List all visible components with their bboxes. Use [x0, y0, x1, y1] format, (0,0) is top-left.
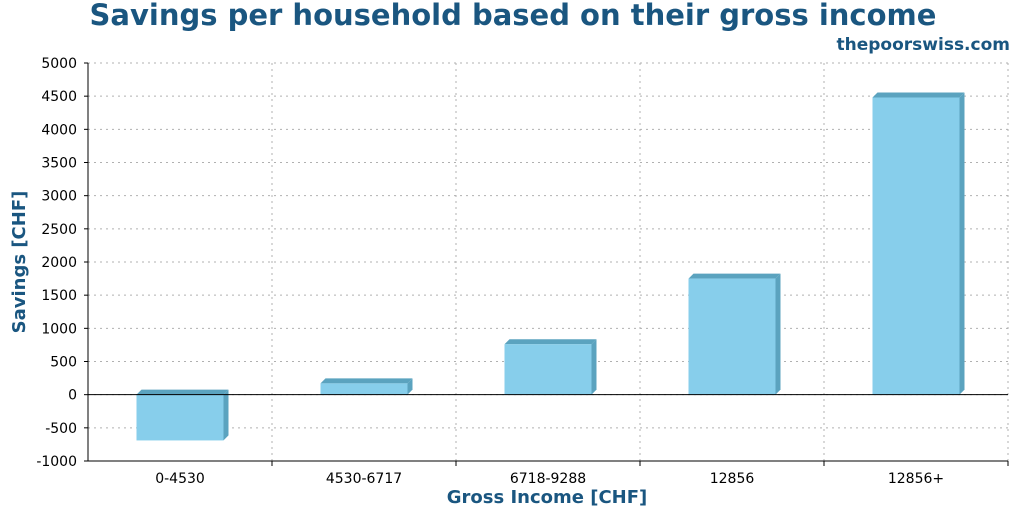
x-tick-labels: 0-4530 4530-6717 6718-9288 12856 12856+ [155, 471, 944, 487]
bar-side [407, 378, 413, 395]
bar-side [223, 389, 229, 441]
y-axis-label: Savings [CHF] [9, 191, 30, 334]
bar-6718-9288 [504, 339, 597, 395]
bar-side [775, 273, 781, 395]
y-tick-label: 2000 [41, 255, 77, 271]
chart-title: Savings per household based on their gro… [89, 0, 937, 32]
bar-0-4530 [136, 389, 229, 441]
y-tick-label: -1000 [36, 454, 77, 470]
x-tick-label: 6718-9288 [510, 471, 586, 487]
bar-top [504, 339, 597, 345]
bar-12856 [688, 273, 781, 395]
bar-top [688, 273, 781, 279]
bar [872, 97, 960, 395]
x-tick-label: 0-4530 [155, 471, 205, 487]
bar-12856+ [872, 92, 965, 395]
bar-4530-6717 [320, 378, 413, 395]
y-tick-label: 500 [50, 355, 77, 371]
bar-top [136, 389, 229, 395]
y-tick-label: 0 [68, 388, 77, 404]
chart-source: thepoorswiss.com [836, 35, 1011, 55]
y-tick-label: 5000 [41, 56, 77, 72]
bars [88, 92, 1008, 441]
y-tick-label: 1500 [41, 288, 77, 304]
y-tick-label: -500 [45, 421, 77, 437]
x-axis-label: Gross Income [CHF] [447, 487, 648, 508]
bar-top [320, 378, 413, 384]
y-tick-label: 4000 [41, 122, 77, 138]
x-tick-label: 4530-6717 [326, 471, 402, 487]
y-tick-label: 3000 [41, 189, 77, 205]
bar-side [591, 339, 597, 395]
y-tick-label: 4500 [41, 89, 77, 105]
y-tick-label: 1000 [41, 321, 77, 337]
bar [688, 278, 776, 395]
x-tick-label: 12856 [710, 471, 755, 487]
y-tick-labels: -1000 -500 0 500 1000 1500 2000 2500 3000 3500 400… [36, 56, 77, 470]
x-tick-label: 12856+ [888, 471, 944, 487]
bar-top [872, 92, 965, 98]
bar [504, 344, 592, 395]
bar [320, 383, 408, 395]
bar [136, 394, 224, 441]
y-tick-label: 2500 [41, 222, 77, 238]
bar-side [959, 92, 965, 395]
y-tick-label: 3500 [41, 156, 77, 172]
